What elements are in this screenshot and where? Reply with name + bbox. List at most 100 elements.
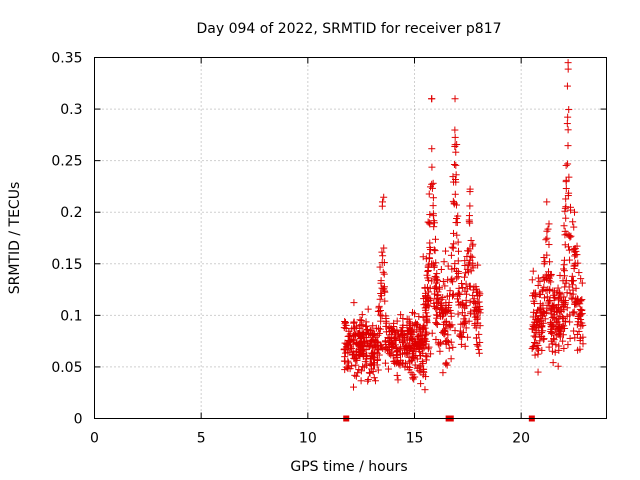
data-point	[428, 329, 436, 337]
data-point	[561, 227, 569, 235]
data-point	[405, 366, 413, 374]
data-point	[428, 163, 436, 171]
data-point	[442, 308, 450, 316]
chart-title: Day 094 of 2022, SRMTID for receiver p81…	[196, 21, 501, 37]
data-point	[406, 329, 414, 337]
data-point	[548, 340, 556, 348]
data-point	[428, 145, 436, 153]
data-point	[368, 336, 376, 344]
data-point	[346, 348, 354, 356]
data-point	[424, 345, 432, 353]
data-point	[434, 291, 442, 299]
data-point	[459, 301, 467, 309]
data-point	[562, 203, 570, 211]
data-point	[428, 184, 436, 192]
data-point	[403, 350, 411, 358]
data-point	[447, 276, 455, 284]
data-point	[465, 218, 473, 226]
data-point	[556, 324, 564, 332]
data-point	[475, 298, 483, 306]
data-point	[377, 289, 385, 297]
data-point	[572, 297, 580, 305]
data-point	[355, 347, 363, 355]
data-point	[375, 324, 383, 332]
data-point	[415, 313, 423, 321]
data-point	[432, 259, 440, 267]
data-point	[546, 296, 554, 304]
data-point	[451, 327, 459, 335]
data-point	[364, 377, 372, 385]
data-point	[532, 333, 540, 341]
data-point	[444, 338, 452, 346]
data-point	[540, 308, 548, 316]
data-point	[543, 227, 551, 235]
data-point	[546, 258, 554, 266]
data-point	[439, 309, 447, 317]
data-point	[463, 290, 471, 298]
grid	[94, 57, 607, 419]
data-point	[552, 331, 560, 339]
data-point	[417, 380, 425, 388]
data-point	[426, 211, 434, 219]
data-point	[344, 332, 352, 340]
data-point	[350, 350, 358, 358]
data-point	[451, 264, 459, 272]
data-point	[389, 352, 397, 360]
data-point	[548, 347, 556, 355]
data-point	[567, 232, 575, 240]
data-point	[417, 351, 425, 359]
x-tick-label: 5	[197, 431, 206, 447]
data-point	[354, 369, 362, 377]
data-point	[572, 299, 580, 307]
data-point	[429, 202, 437, 210]
data-point	[422, 373, 430, 381]
data-points	[340, 59, 587, 422]
data-point	[359, 342, 367, 350]
data-point	[563, 82, 571, 90]
data-point	[417, 368, 425, 376]
data-point	[552, 341, 560, 349]
data-point	[541, 315, 549, 323]
data-point	[358, 311, 366, 319]
data-point	[380, 193, 388, 201]
x-axis-label: GPS time / hours	[290, 459, 407, 475]
data-point	[570, 327, 578, 335]
plot-frame	[94, 57, 607, 419]
data-point	[420, 301, 428, 309]
data-point	[470, 283, 478, 291]
data-point	[475, 346, 483, 354]
data-point	[425, 343, 433, 351]
data-point	[570, 223, 578, 231]
data-point	[374, 346, 382, 354]
data-point	[571, 261, 579, 269]
data-point	[576, 337, 584, 345]
data-point	[411, 373, 419, 381]
data-point	[536, 337, 544, 345]
data-point	[530, 299, 538, 307]
data-point	[564, 142, 572, 150]
data-point	[461, 312, 469, 320]
data-point	[357, 367, 365, 375]
data-point	[539, 327, 547, 335]
data-point	[461, 273, 469, 281]
data-point	[558, 301, 566, 309]
data-point	[421, 386, 429, 394]
data-point	[466, 202, 474, 210]
data-point	[341, 317, 349, 325]
data-point	[573, 321, 581, 329]
data-point	[397, 356, 405, 364]
data-point	[369, 322, 377, 330]
data-point	[564, 341, 572, 349]
data-point	[376, 263, 384, 271]
data-point	[431, 235, 439, 243]
data-point	[364, 305, 372, 313]
data-point	[366, 369, 374, 377]
data-point	[534, 281, 542, 289]
data-point	[455, 298, 463, 306]
data-point	[569, 218, 577, 226]
data-point	[386, 338, 394, 346]
data-point	[439, 277, 447, 285]
data-point	[548, 302, 556, 310]
data-point	[442, 247, 450, 255]
data-point	[457, 340, 465, 348]
